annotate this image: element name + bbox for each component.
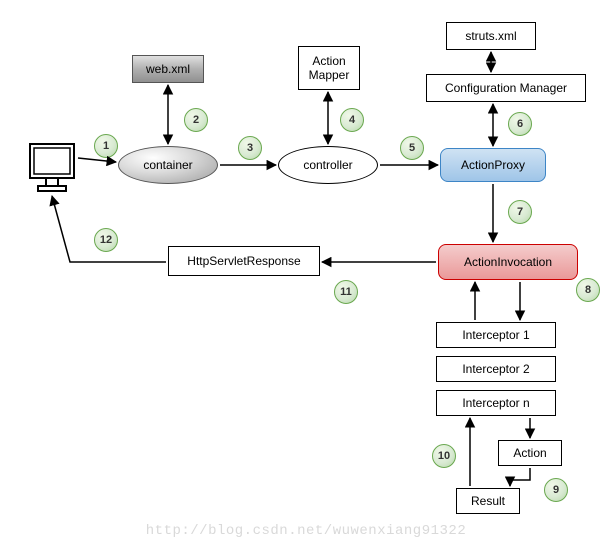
step-4: 4: [340, 108, 364, 132]
label-action-mapper: Action Mapper: [309, 54, 350, 83]
node-interceptor-n: Interceptor n: [436, 390, 556, 416]
node-container: container: [118, 146, 218, 184]
node-result: Result: [456, 488, 520, 514]
step-1: 1: [94, 134, 118, 158]
node-interceptor-1: Interceptor 1: [436, 322, 556, 348]
label-strutsxml: struts.xml: [465, 29, 516, 43]
node-http-response: HttpServletResponse: [168, 246, 320, 276]
step-8: 8: [576, 278, 600, 302]
label-interceptor-2: Interceptor 2: [462, 362, 529, 376]
label-config-manager: Configuration Manager: [445, 81, 567, 95]
label-interceptor-n: Interceptor n: [462, 396, 529, 410]
label-result: Result: [471, 494, 505, 508]
step-2: 2: [184, 108, 208, 132]
step-3: 3: [238, 136, 262, 160]
label-action-proxy: ActionProxy: [461, 158, 525, 172]
step-10: 10: [432, 444, 456, 468]
node-action-mapper: Action Mapper: [298, 46, 360, 90]
watermark-text: http://blog.csdn.net/wuwenxiang91322: [0, 523, 612, 539]
node-webxml: web.xml: [132, 55, 204, 83]
step-12: 12: [94, 228, 118, 252]
step-11: 11: [334, 280, 358, 304]
label-container: container: [143, 158, 192, 172]
step-7: 7: [508, 200, 532, 224]
label-controller: controller: [303, 158, 352, 172]
diagram-canvas: web.xml container Action Mapper controll…: [0, 0, 612, 545]
label-webxml: web.xml: [146, 62, 190, 76]
label-action: Action: [513, 446, 546, 460]
step-5: 5: [400, 136, 424, 160]
label-interceptor-1: Interceptor 1: [462, 328, 529, 342]
node-strutsxml: struts.xml: [446, 22, 536, 50]
client-monitor-icon: [28, 142, 76, 194]
step-9: 9: [544, 478, 568, 502]
step-6: 6: [508, 112, 532, 136]
label-action-invocation: ActionInvocation: [464, 255, 552, 269]
label-http-response: HttpServletResponse: [187, 254, 300, 268]
node-action: Action: [498, 440, 562, 466]
node-action-proxy: ActionProxy: [440, 148, 546, 182]
node-config-manager: Configuration Manager: [426, 74, 586, 102]
node-controller: controller: [278, 146, 378, 184]
node-interceptor-2: Interceptor 2: [436, 356, 556, 382]
node-action-invocation: ActionInvocation: [438, 244, 578, 280]
